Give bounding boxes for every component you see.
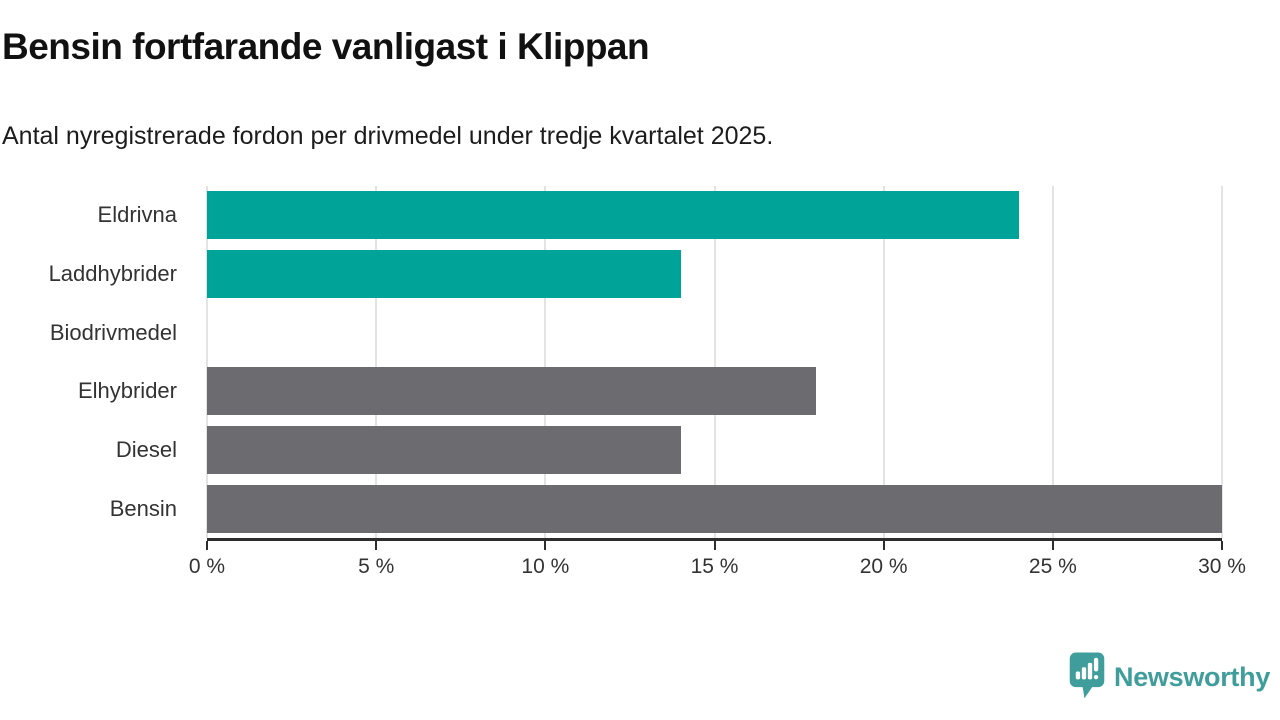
category-label: Bensin (109, 495, 177, 521)
bar-row: Laddhybrider (0, 245, 1222, 304)
bar (207, 425, 681, 474)
chart-subtitle: Antal nyregistrerade fordon per drivmede… (2, 122, 774, 150)
bar-row: Elhybrider (0, 362, 1222, 421)
bar-track (207, 249, 1222, 298)
gridline (544, 186, 547, 538)
category-label: Biodrivmedel (49, 319, 177, 345)
bar-track (207, 484, 1222, 533)
axis-tick-label: 5 % (358, 555, 395, 578)
axis-tick (713, 541, 716, 550)
page-title: Bensin fortfarande vanligast i Klippan (2, 26, 650, 67)
axis-tick (375, 541, 378, 550)
category-label: Elhybrider (77, 378, 177, 404)
brand-name: Newsworthy (1114, 662, 1271, 692)
axis-tick-label: 25 % (1028, 555, 1077, 578)
gridline (882, 186, 885, 538)
grid-layer (206, 186, 1223, 538)
axis-tick (1051, 541, 1054, 550)
gridline (375, 186, 378, 538)
axis-tick-label: 15 % (690, 555, 739, 578)
axis-tick-label: 10 % (521, 555, 570, 578)
axis-tick-label: 0 % (188, 555, 226, 578)
bar-row: Diesel (0, 421, 1222, 480)
axis-tick (1221, 541, 1223, 550)
gridline (1051, 186, 1054, 538)
bar (207, 249, 681, 298)
bar-row: Biodrivmedel (0, 303, 1222, 362)
axis-tick (882, 541, 885, 550)
bar-track (207, 367, 1222, 416)
plot-rows: Eldrivna Laddhybrider Biodrivmedel Elhybrid… (0, 186, 1222, 538)
axis-tick (544, 541, 547, 550)
brand-logo: Newsworthy (1068, 650, 1270, 705)
bar-track (207, 425, 1222, 474)
gridline (1221, 186, 1223, 538)
bar-chart-speech-bubble-icon (1068, 650, 1106, 705)
bar (207, 484, 1222, 533)
bar-row: Bensin (0, 479, 1222, 538)
bar (207, 367, 816, 416)
bar-track (207, 191, 1222, 240)
category-label: Diesel (115, 436, 177, 462)
axis-tick-label: 20 % (859, 555, 908, 578)
axis-tick (206, 541, 208, 550)
gridline (713, 186, 716, 538)
category-label: Laddhybrider (48, 260, 177, 286)
bar (207, 191, 1019, 240)
gridline (206, 186, 208, 538)
x-axis: 0 % 5 % 10 % 15 % 20 % 25 % 30 % (189, 538, 1246, 586)
category-label: Eldrivna (97, 202, 177, 228)
bar-track (207, 309, 1222, 357)
bar-row: Eldrivna (0, 186, 1222, 245)
axis-tick-label: 30 % (1198, 555, 1246, 578)
bar-chart: Eldrivna Laddhybrider Biodrivmedel Elhybrid… (0, 186, 1246, 578)
